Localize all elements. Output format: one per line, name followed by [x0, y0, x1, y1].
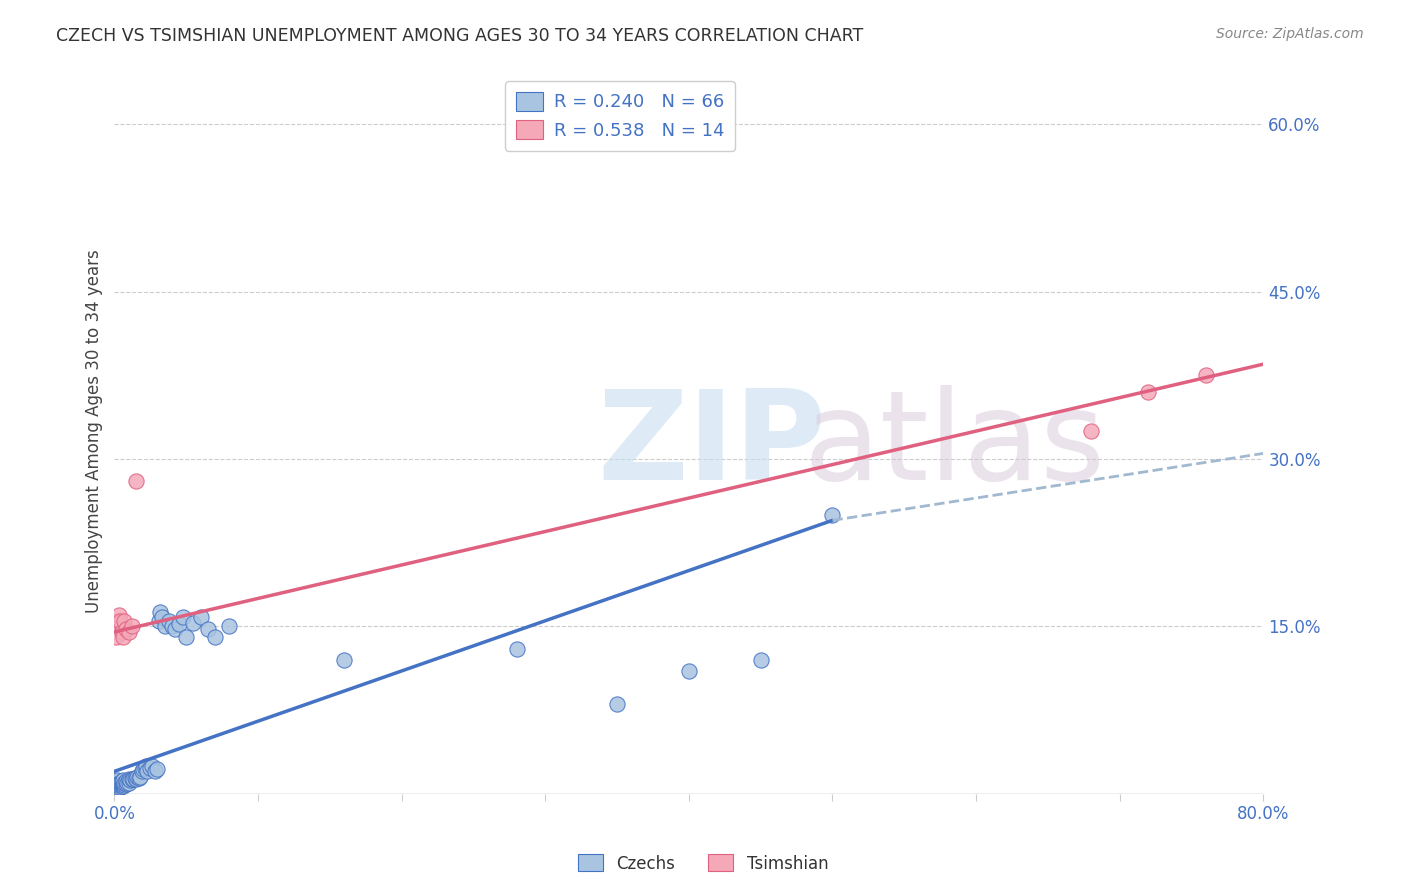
Point: [174, 631, 197, 645]
Point: [110, 774, 132, 789]
Point: [110, 624, 132, 639]
Point: [139, 761, 162, 775]
Point: [190, 610, 212, 624]
Point: [124, 771, 146, 785]
Point: [157, 614, 180, 628]
Point: [131, 764, 153, 779]
Point: [141, 759, 163, 773]
Point: [125, 772, 148, 787]
Legend: Czechs, Tsimshian: Czechs, Tsimshian: [571, 847, 835, 880]
Point: [105, 614, 128, 628]
Point: [108, 778, 131, 792]
Point: [108, 775, 131, 789]
Text: Source: ZipAtlas.com: Source: ZipAtlas.com: [1216, 27, 1364, 41]
Point: [121, 772, 143, 787]
Point: [120, 773, 142, 788]
Point: [108, 614, 131, 628]
Text: atlas: atlas: [804, 385, 1107, 506]
Point: [132, 762, 155, 776]
Point: [197, 622, 219, 636]
Point: [112, 773, 135, 788]
Point: [821, 508, 844, 522]
Text: ZIP: ZIP: [598, 385, 825, 506]
Point: [110, 779, 132, 793]
Point: [118, 775, 141, 789]
Point: [183, 615, 205, 630]
Point: [105, 773, 128, 788]
Point: [107, 781, 129, 796]
Point: [112, 631, 135, 645]
Point: [112, 779, 135, 793]
Point: [163, 622, 186, 636]
Point: [153, 619, 176, 633]
Point: [149, 605, 172, 619]
Point: [104, 781, 127, 796]
Point: [105, 777, 128, 791]
Point: [127, 770, 149, 784]
Point: [749, 653, 772, 667]
Point: [107, 775, 129, 789]
Point: [122, 772, 145, 787]
Point: [118, 624, 141, 639]
Point: [117, 775, 139, 789]
Point: [105, 781, 128, 796]
Point: [129, 770, 152, 784]
Point: [104, 631, 127, 645]
Point: [114, 614, 136, 628]
Point: [107, 779, 129, 793]
Point: [114, 778, 136, 792]
Point: [104, 778, 127, 792]
Point: [125, 475, 148, 489]
Point: [172, 610, 194, 624]
Point: [167, 617, 190, 632]
Point: [114, 775, 136, 789]
Point: [1137, 385, 1160, 400]
Y-axis label: Unemployment Among Ages 30 to 34 years: Unemployment Among Ages 30 to 34 years: [86, 249, 103, 613]
Legend: R = 0.240   N = 66, R = 0.538   N = 14: R = 0.240 N = 66, R = 0.538 N = 14: [505, 81, 735, 151]
Point: [204, 631, 226, 645]
Point: [108, 780, 131, 794]
Point: [150, 610, 173, 624]
Point: [136, 764, 159, 779]
Point: [146, 762, 169, 776]
Point: [135, 759, 157, 773]
Point: [678, 664, 700, 678]
Point: [218, 619, 240, 633]
Point: [333, 653, 356, 667]
Point: [148, 614, 170, 628]
Point: [115, 774, 138, 789]
Point: [104, 775, 127, 789]
Point: [115, 777, 138, 791]
Point: [107, 608, 129, 623]
Point: [606, 698, 628, 712]
Point: [134, 761, 156, 775]
Point: [105, 774, 128, 789]
Point: [115, 622, 138, 636]
Point: [1195, 368, 1218, 383]
Point: [105, 779, 128, 793]
Point: [128, 771, 150, 785]
Point: [1080, 424, 1102, 438]
Point: [118, 772, 141, 787]
Point: [110, 777, 132, 791]
Point: [505, 641, 527, 656]
Point: [121, 619, 143, 633]
Point: [143, 764, 166, 779]
Text: CZECH VS TSIMSHIAN UNEMPLOYMENT AMONG AGES 30 TO 34 YEARS CORRELATION CHART: CZECH VS TSIMSHIAN UNEMPLOYMENT AMONG AG…: [56, 27, 863, 45]
Point: [160, 619, 183, 633]
Point: [112, 777, 135, 791]
Point: [107, 778, 129, 792]
